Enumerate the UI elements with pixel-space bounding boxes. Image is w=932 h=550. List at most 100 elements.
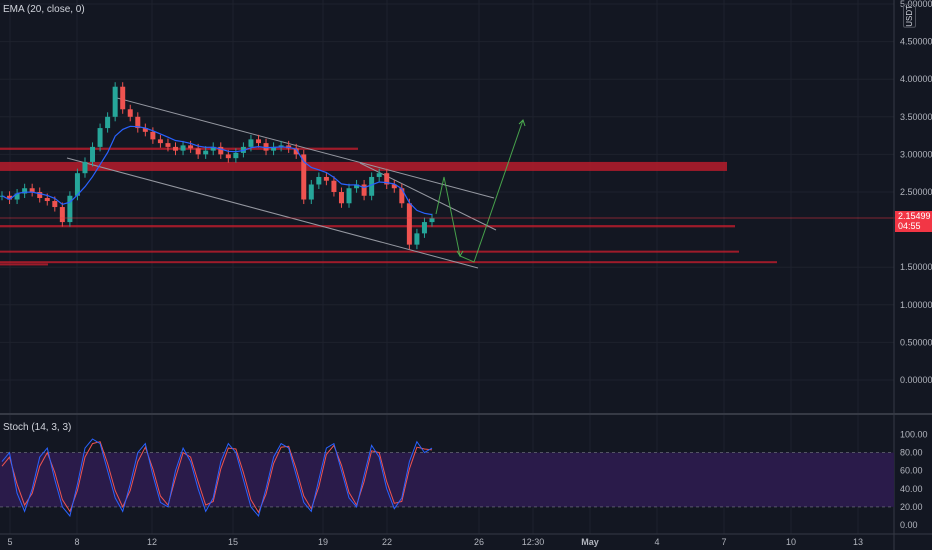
candle-body	[354, 184, 360, 189]
time-tick-label: 19	[318, 537, 328, 547]
candle-body	[112, 86, 118, 117]
time-tick-label: 8	[74, 537, 79, 547]
last-price-tag: 2.15499 04:55	[895, 211, 932, 232]
quote-currency-badge[interactable]: USDT	[903, 4, 916, 28]
price-tick-label: 1.00000	[900, 300, 932, 310]
time-tick-label: 7	[721, 537, 726, 547]
candle-body	[293, 148, 299, 155]
stoch-axis[interactable]: 100.00 80.00 60.00 40.00 20.00 0.00	[900, 430, 928, 531]
candle-body	[157, 139, 163, 144]
candle-body	[308, 184, 314, 200]
price-tick-label: 2.50000	[900, 187, 932, 197]
candle-body	[90, 146, 96, 162]
last-price-value: 2.15499	[898, 211, 931, 221]
candle-body	[331, 180, 337, 192]
candle-body	[195, 148, 201, 155]
stoch-indicator-label[interactable]: Stoch (14, 3, 3)	[3, 422, 71, 433]
time-tick-label: 12:30	[522, 537, 545, 547]
stoch-tick-label: 80.00	[900, 448, 923, 458]
candle-body	[361, 184, 367, 196]
candle-body	[399, 188, 405, 204]
candle-body	[225, 154, 231, 159]
candle-body	[346, 188, 352, 204]
stoch-tick-label: 40.00	[900, 484, 923, 494]
candle-body	[369, 176, 375, 196]
projection-down-arrow-head	[456, 250, 464, 257]
price-tick-label: 3.00000	[900, 149, 932, 159]
resistance-zone	[0, 225, 735, 228]
candle-body	[67, 195, 73, 223]
ema-indicator-label[interactable]: EMA (20, close, 0)	[3, 4, 85, 15]
candle-body	[278, 145, 284, 147]
price-tick-label: 1.50000	[900, 262, 932, 272]
stoch-k-line	[1, 438, 433, 518]
candle-body	[150, 131, 156, 140]
stoch-tick-label: 60.00	[900, 466, 923, 476]
ema-indicator-name: EMA (20, close, 0)	[3, 4, 85, 15]
candle-body	[316, 176, 322, 185]
candle-body	[29, 188, 35, 192]
channel-lower-line	[66, 157, 479, 269]
candle-body	[218, 146, 224, 155]
candle-body	[105, 116, 111, 129]
candle-body	[384, 173, 390, 185]
candle-body	[376, 173, 382, 177]
candle-body	[7, 195, 13, 200]
ema-line	[1, 125, 433, 216]
price-tick-label: 0.50000	[900, 337, 932, 347]
time-tick-label: 10	[786, 537, 796, 547]
candle-body	[414, 233, 420, 245]
time-tick-label: 12	[147, 537, 157, 547]
time-axis[interactable]: 5 8 12 15 19 22 26 12:30 May 4 7 10 13	[7, 537, 863, 547]
candle-body	[37, 192, 43, 199]
candle-body	[323, 176, 329, 181]
stoch-indicator-name: Stoch (14, 3, 3)	[3, 422, 72, 433]
candle-body	[74, 173, 80, 196]
candle-body	[97, 128, 103, 147]
candle-body	[203, 150, 209, 155]
candle-body	[142, 128, 148, 132]
inner-line	[359, 162, 497, 231]
stoch-band	[0, 452, 894, 507]
candle-body	[135, 116, 141, 129]
bar-countdown: 04:55	[898, 221, 921, 231]
candle-body	[22, 188, 28, 194]
candle-body	[127, 109, 133, 117]
time-tick-label: May	[581, 537, 599, 547]
candle-body	[173, 146, 179, 151]
projection-arrow-head	[518, 119, 526, 127]
stoch-tick-label: 0.00	[900, 520, 918, 530]
candle-body	[406, 203, 412, 245]
time-tick-label: 4	[654, 537, 659, 547]
resistance-zone	[0, 147, 358, 150]
candle-body	[120, 86, 126, 110]
stoch-tick-label: 100.00	[900, 430, 928, 440]
candle-body	[338, 192, 344, 204]
price-axis[interactable]: 5.00000 4.50000 4.00000 3.50000 3.00000 2.500…	[900, 0, 932, 385]
candle-body	[165, 143, 171, 147]
price-candles	[0, 82, 435, 250]
stoch-tick-label: 20.00	[900, 502, 923, 512]
candle-body	[271, 146, 277, 151]
time-tick-label: 15	[228, 537, 238, 547]
candle-body	[14, 193, 20, 200]
candle-body	[233, 152, 239, 159]
price-tick-label: 4.50000	[900, 37, 932, 47]
candle-body	[391, 184, 397, 189]
candle-body	[421, 222, 427, 234]
horizontal-zones	[0, 147, 777, 266]
candle-body	[188, 145, 194, 149]
candle-body	[210, 146, 216, 151]
channel-upper-line	[116, 97, 495, 199]
price-tick-label: 4.00000	[900, 74, 932, 84]
time-tick-label: 13	[853, 537, 863, 547]
candle-body	[255, 139, 261, 144]
candle-body	[59, 207, 65, 223]
price-tick-label: 3.50000	[900, 112, 932, 122]
candle-body	[263, 143, 269, 151]
time-tick-label: 26	[474, 537, 484, 547]
resistance-zone	[0, 250, 739, 253]
chart-grid	[0, 0, 894, 534]
price-tick-label: 5.00000	[900, 0, 932, 9]
